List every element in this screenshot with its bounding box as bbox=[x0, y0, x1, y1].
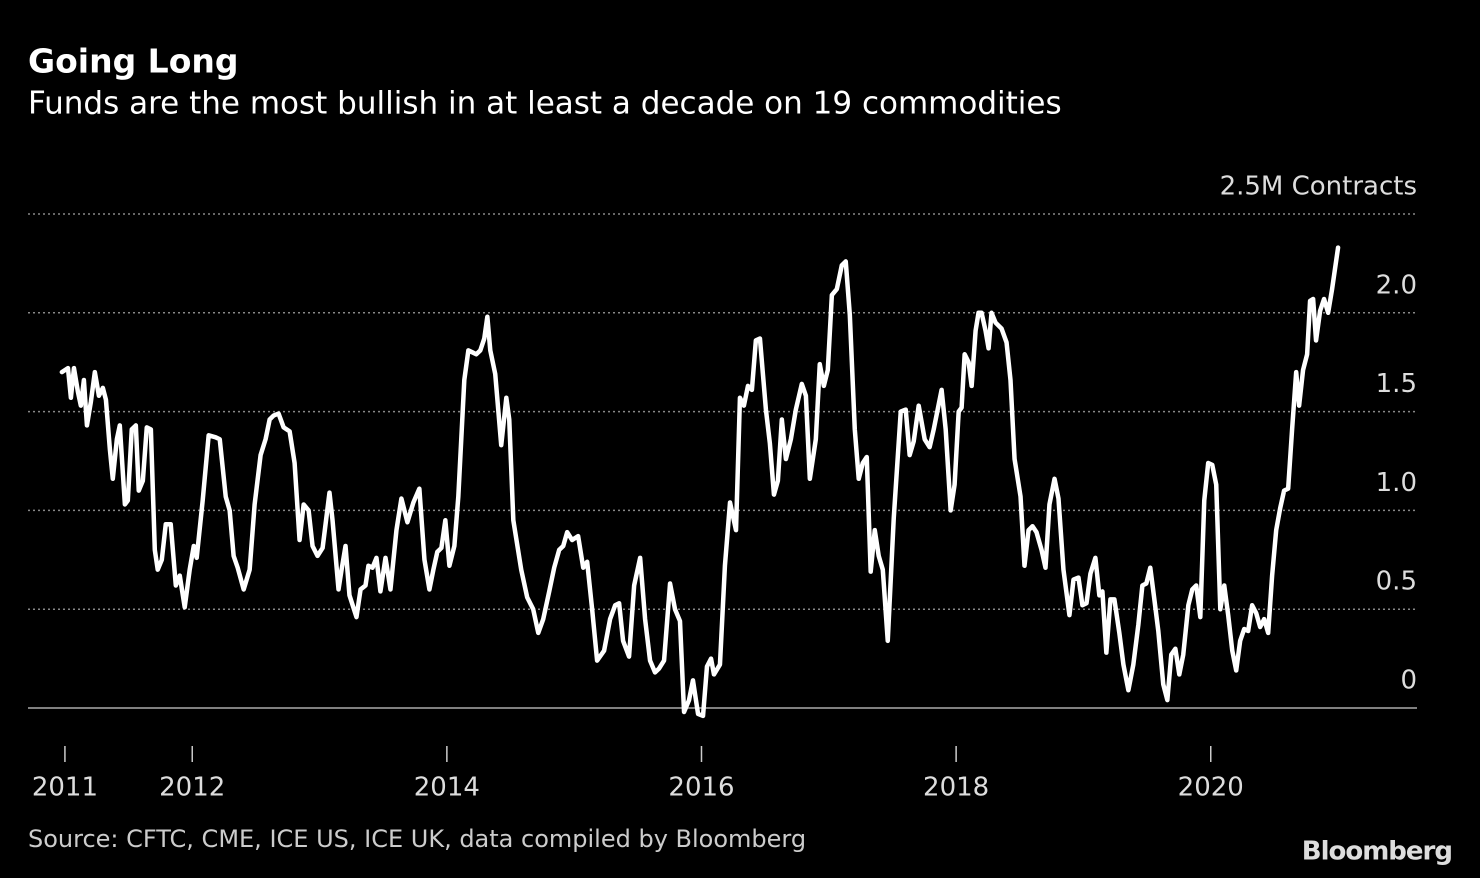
chart-subtitle: Funds are the most bullish in at least a… bbox=[28, 86, 1062, 122]
y-tick-label: 1.0 bbox=[1376, 468, 1417, 498]
chart-title: Going Long bbox=[28, 42, 239, 81]
x-tick-label: 2016 bbox=[668, 773, 734, 803]
y-tick-label: 1.5 bbox=[1376, 369, 1417, 399]
x-tick-label: 2012 bbox=[159, 773, 225, 803]
x-tick-label: 2018 bbox=[923, 773, 989, 803]
brand-logo: Bloomberg bbox=[1302, 837, 1452, 867]
y-tick-label: 0 bbox=[1400, 666, 1417, 696]
y-tick-label: 0.5 bbox=[1376, 567, 1417, 597]
data-line bbox=[59, 245, 1341, 719]
x-tick-label: 2014 bbox=[414, 773, 480, 803]
y-tick-label: 2.5M Contracts bbox=[1220, 172, 1417, 202]
y-tick-label: 2.0 bbox=[1376, 270, 1417, 300]
x-tick-label: 2011 bbox=[32, 773, 98, 803]
source-note: Source: CFTC, CME, ICE US, ICE UK, data … bbox=[28, 825, 806, 853]
x-tick-label: 2020 bbox=[1178, 773, 1244, 803]
